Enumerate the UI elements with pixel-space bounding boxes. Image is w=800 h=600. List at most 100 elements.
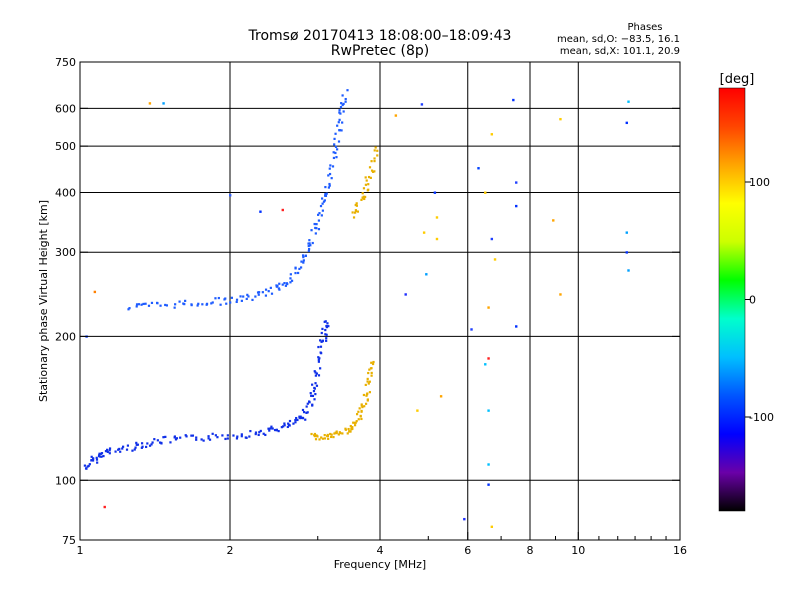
trace-point xyxy=(357,418,360,421)
trace-point xyxy=(95,458,99,461)
trace-point xyxy=(321,437,325,440)
trace-point xyxy=(324,185,327,189)
trace-point xyxy=(147,304,151,307)
scatter-point xyxy=(93,290,97,294)
trace-point xyxy=(90,459,93,462)
trace-point xyxy=(86,465,89,468)
trace-point xyxy=(144,302,147,305)
trace-point xyxy=(214,297,217,300)
scatter-point xyxy=(515,325,518,328)
trace-point xyxy=(334,132,337,135)
trace-point xyxy=(319,339,322,342)
trace-point xyxy=(245,297,248,301)
trace-point xyxy=(364,176,367,179)
trace-point xyxy=(324,333,327,336)
trace-point xyxy=(330,435,333,439)
trace-point xyxy=(299,417,302,420)
trace-point xyxy=(224,297,227,300)
trace-point xyxy=(278,288,281,291)
scatter-point xyxy=(162,102,165,105)
trace-point xyxy=(264,294,268,297)
trace-point xyxy=(338,111,341,114)
trace-point xyxy=(369,367,373,370)
trace-point xyxy=(156,301,159,305)
trace-point xyxy=(351,426,354,429)
trace-point xyxy=(307,244,310,248)
trace-point xyxy=(229,301,232,304)
y-tick-label: 100 xyxy=(55,474,76,487)
trace-point xyxy=(83,464,86,467)
trace-point xyxy=(366,399,369,402)
trace-point xyxy=(258,431,261,434)
trace-point xyxy=(308,239,311,242)
scatter-point xyxy=(281,208,284,212)
trace-point xyxy=(369,176,372,179)
trace-point xyxy=(362,393,366,397)
trace-point xyxy=(264,288,268,291)
trace-point xyxy=(261,291,264,294)
trace-point xyxy=(226,434,229,437)
trace-point xyxy=(301,408,305,412)
trace-point xyxy=(336,124,339,127)
colorbar-tick-label: 100 xyxy=(749,176,770,189)
trace-point xyxy=(346,432,349,435)
trace-point xyxy=(335,432,338,435)
phase-stats-line-x: mean, sd,X: 101.1, 20.9 xyxy=(560,46,680,57)
trace-point xyxy=(283,424,286,427)
trace-point xyxy=(249,429,252,433)
trace-point xyxy=(324,194,327,197)
trace-point xyxy=(254,432,257,436)
trace-point xyxy=(365,394,368,397)
x-tick-label: 16 xyxy=(673,544,687,557)
scatter-point xyxy=(490,237,494,241)
trace-point xyxy=(277,287,280,290)
scatter-point xyxy=(490,133,494,136)
trace-point xyxy=(333,143,336,146)
trace-point xyxy=(366,392,369,395)
chart-subtitle: RwPretec (8p) xyxy=(331,43,429,59)
trace-point xyxy=(290,279,294,282)
scatter-point xyxy=(625,231,628,234)
trace-point xyxy=(356,210,360,213)
trace-point xyxy=(240,435,243,438)
trace-point xyxy=(362,187,366,190)
x-tick-label: 2 xyxy=(227,544,234,557)
trace-point xyxy=(248,435,251,438)
trace-point xyxy=(185,435,188,438)
y-tick-label: 75 xyxy=(62,534,76,547)
trace-point xyxy=(333,137,336,140)
trace-point xyxy=(317,358,320,361)
trace-point xyxy=(344,97,347,101)
trace-point xyxy=(313,434,316,437)
trace-point xyxy=(216,436,219,439)
trace-point xyxy=(317,360,320,363)
trace-point xyxy=(307,249,310,252)
trace-point xyxy=(334,151,337,155)
trace-point xyxy=(327,174,330,177)
trace-point xyxy=(219,303,222,306)
trace-point xyxy=(173,306,176,309)
trace-point xyxy=(98,455,101,458)
trace-point xyxy=(358,407,361,410)
trace-point xyxy=(370,169,374,172)
trace-point xyxy=(341,432,344,435)
scatter-point xyxy=(404,293,407,296)
trace-point xyxy=(304,418,307,421)
trace-point xyxy=(340,102,343,105)
trace-point xyxy=(361,405,364,409)
trace-point xyxy=(352,421,355,424)
trace-point xyxy=(254,295,257,298)
trace-point xyxy=(315,227,318,230)
trace-point xyxy=(300,260,303,263)
trace-point xyxy=(280,426,283,429)
trace-point xyxy=(311,394,315,398)
trace-point xyxy=(195,438,198,441)
colorbar-ticks: 100 0 -100 xyxy=(745,176,774,424)
trace-point xyxy=(376,154,379,157)
trace-point xyxy=(100,452,104,455)
trace-point xyxy=(320,352,323,355)
trace-point xyxy=(359,415,362,418)
trace-point xyxy=(121,445,125,448)
y-axis-label: Stationary phase Virtual Height [km] xyxy=(37,200,50,402)
